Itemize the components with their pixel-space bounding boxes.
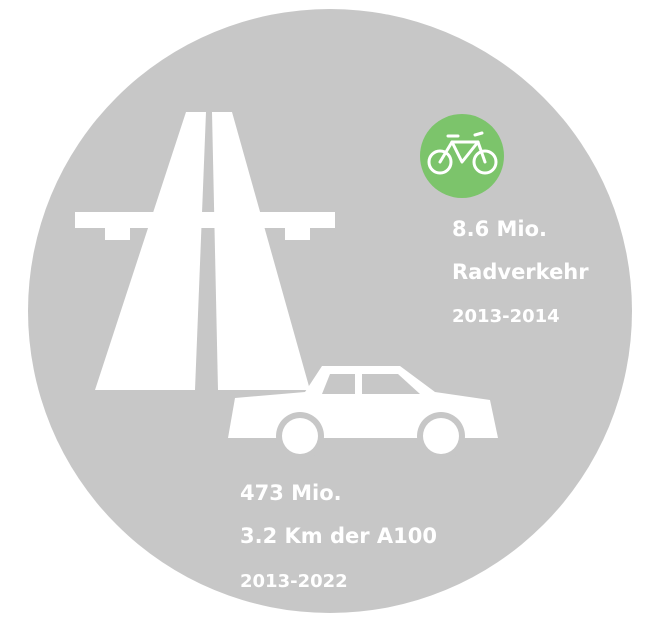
car-value: 473 Mio.	[240, 481, 342, 505]
highway-icon	[75, 112, 335, 390]
car-period: 2013-2022	[240, 571, 348, 592]
car-label: 3.2 Km der A100	[240, 524, 437, 548]
bike-icon	[420, 114, 504, 198]
bike-label: Radverkehr	[452, 260, 589, 284]
bike-value: 8.6 Mio.	[452, 217, 547, 241]
bike-period: 2013-2014	[452, 306, 560, 327]
car-icon	[228, 366, 498, 460]
